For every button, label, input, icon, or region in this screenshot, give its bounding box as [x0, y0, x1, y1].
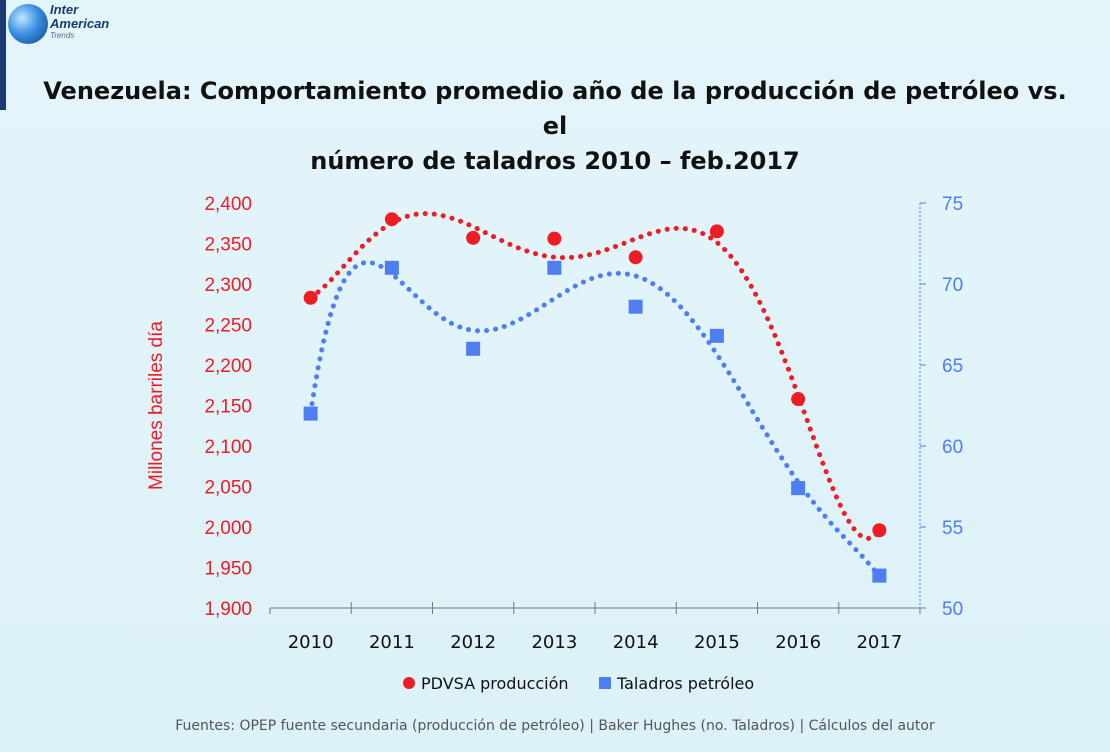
title-line-1: Venezuela: Comportamiento promedio año d…	[43, 77, 1067, 140]
title-line-2: número de taladros 2010 – feb.2017	[310, 147, 800, 175]
point-production	[303, 290, 318, 305]
y-tick-label-left: 2,200	[204, 356, 252, 377]
x-tick-label: 2016	[775, 632, 821, 653]
point-rigs	[547, 260, 562, 275]
y-tick-label-left: 2,100	[204, 437, 252, 458]
x-tick-label: 2010	[288, 632, 334, 653]
point-rigs	[384, 260, 399, 275]
legend-label-production: PDVSA producción	[421, 674, 569, 693]
legend-marker-production	[403, 677, 415, 689]
y-axis-label-left: Millones barriles día	[146, 321, 167, 490]
point-rigs	[709, 328, 724, 343]
y-tick-label-right: 60	[942, 437, 963, 458]
point-rigs	[466, 341, 481, 356]
point-production	[384, 212, 399, 227]
y-tick-label-left: 1,900	[204, 599, 252, 620]
logo-text-american: American	[50, 16, 110, 31]
y-tick-label-left: 2,300	[204, 275, 252, 296]
source-note: Fuentes: OPEP fuente secundaria (producc…	[175, 718, 935, 734]
legend-label-rigs: Taladros petróleo	[616, 674, 754, 693]
point-production	[709, 224, 724, 239]
point-rigs	[303, 406, 318, 421]
x-tick-label: 2013	[531, 632, 577, 653]
x-tick-label: 2012	[450, 632, 496, 653]
y-tick-label-left: 2,150	[204, 397, 252, 418]
y-tick-label-left: 2,050	[204, 478, 252, 499]
x-tick-label: 2011	[369, 632, 415, 653]
x-tick-label: 2015	[694, 632, 740, 653]
point-production	[791, 392, 806, 407]
point-rigs	[872, 568, 887, 583]
logo-text-trends: Trends	[50, 31, 75, 40]
logo-bar	[0, 0, 6, 110]
y-tick-label-right: 75	[942, 194, 963, 215]
globe-icon	[8, 4, 48, 44]
y-tick-label-left: 2,400	[204, 194, 252, 215]
point-production	[872, 523, 887, 538]
y-tick-label-right: 70	[942, 275, 963, 296]
point-production	[628, 250, 643, 265]
y-tick-label-left: 2,000	[204, 518, 252, 539]
point-production	[547, 231, 562, 246]
y-tick-label-right: 55	[942, 518, 963, 539]
y-tick-label-right: 50	[942, 599, 963, 620]
page-title: Venezuela: Comportamiento promedio año d…	[40, 74, 1070, 179]
point-production	[466, 230, 481, 245]
point-rigs	[628, 299, 643, 314]
y-tick-label-left: 1,950	[204, 559, 252, 580]
x-tick-label: 2014	[613, 632, 659, 653]
x-tick-label: 2017	[856, 632, 902, 653]
logo: Inter American Trends	[0, 0, 120, 110]
trendline-rigs	[308, 260, 882, 579]
point-rigs	[791, 481, 806, 496]
y-tick-label-left: 2,250	[204, 316, 252, 337]
logo-text-inter: Inter	[50, 2, 79, 17]
trendline-production	[308, 211, 882, 542]
y-tick-label-left: 2,350	[204, 235, 252, 256]
y-tick-label-right: 65	[942, 356, 963, 377]
legend-marker-rigs	[599, 677, 611, 689]
